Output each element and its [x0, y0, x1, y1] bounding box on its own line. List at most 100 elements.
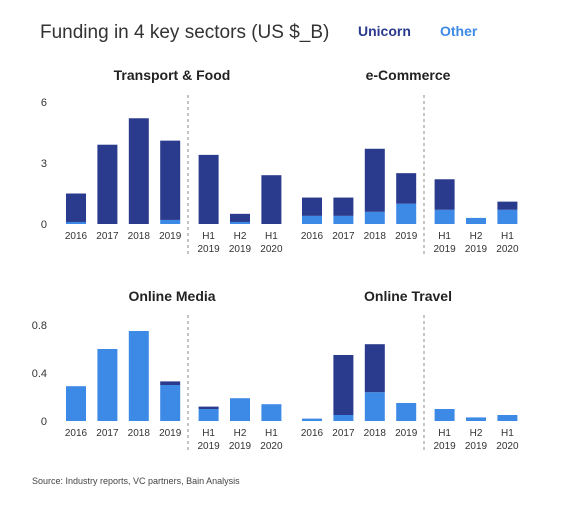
x-tick-label: 2019	[395, 428, 418, 439]
bar-other-5	[466, 217, 486, 224]
bar-other-3	[160, 385, 181, 421]
panel-title: Online Travel	[364, 288, 452, 304]
bar-other-4	[434, 209, 455, 224]
x-tick-label: 2017	[96, 231, 119, 242]
x-tick-label: 2019	[465, 441, 488, 452]
x-tick-label: 2017	[332, 428, 355, 439]
bar-unicorn-4	[198, 154, 219, 224]
x-tick-label: H2	[234, 231, 247, 242]
x-tick-label: H2	[470, 428, 483, 439]
bar-other-2	[364, 392, 385, 421]
x-tick-label: 2019	[229, 244, 252, 255]
panel-title: Online Media	[128, 288, 215, 304]
y-tick-label: 0.4	[32, 368, 47, 380]
x-tick-label: H1	[202, 428, 215, 439]
x-tick-label: H1	[501, 428, 514, 439]
x-tick-label: 2019	[433, 441, 456, 452]
bar-other-2	[364, 211, 385, 224]
bar-other-6	[261, 404, 282, 421]
x-tick-label: 2019	[159, 428, 182, 439]
bar-unicorn-2	[364, 344, 385, 393]
x-tick-label: 2019	[159, 231, 182, 242]
panel-online-media: Online Media 0 0.4 0.8 2016 2017 2018 2019 H1 201…	[32, 288, 283, 453]
bar-unicorn-4	[434, 179, 455, 210]
bar-other-3	[396, 203, 417, 224]
bar-other-0	[66, 221, 86, 224]
x-tick-label: H1	[501, 231, 514, 242]
bar-other-6	[497, 415, 518, 421]
y-tick-label: 0	[41, 416, 47, 428]
panel-online-travel: Online Travel 2016 2017 2018 2019 H1 2019 H2 201…	[301, 288, 519, 453]
bar-other-4	[198, 409, 219, 421]
bar-other-2	[128, 331, 149, 421]
bar-other-1	[333, 215, 354, 224]
chart-title: Funding in 4 key sectors (US $_B)	[40, 22, 329, 43]
panel-title: e-Commerce	[366, 67, 451, 83]
bar-unicorn-2	[364, 148, 385, 212]
panel-e-commerce: e-Commerce 2016 2017 2018 2019 H1 2019 H2 2019 H1…	[301, 67, 519, 256]
bar-unicorn-6	[261, 175, 282, 224]
x-tick-label: 2016	[65, 231, 88, 242]
bar-other-0	[66, 386, 86, 421]
bar-other-5	[230, 398, 250, 421]
panel-title: Transport & Food	[114, 67, 231, 83]
bar-unicorn-1	[97, 144, 118, 224]
bar-unicorn-6	[497, 201, 518, 210]
bar-unicorn-3	[160, 381, 181, 385]
x-tick-label: 2018	[128, 231, 151, 242]
bar-other-3	[396, 403, 417, 421]
x-tick-label: 2018	[364, 231, 387, 242]
bar-unicorn-0	[302, 197, 322, 216]
x-tick-label: H2	[234, 428, 247, 439]
x-tick-label: H1	[202, 231, 215, 242]
x-tick-label: H1	[438, 428, 451, 439]
x-tick-label: 2019	[395, 231, 418, 242]
bar-other-3	[160, 219, 181, 224]
bar-other-1	[333, 415, 354, 421]
x-tick-label: H1	[438, 231, 451, 242]
bar-unicorn-1	[333, 355, 354, 415]
x-tick-label: 2020	[496, 244, 519, 255]
bar-unicorn-5	[230, 213, 250, 222]
bar-other-0	[302, 418, 322, 421]
x-tick-label: 2020	[260, 244, 283, 255]
bar-other-0	[302, 215, 322, 224]
x-tick-label: 2019	[197, 244, 220, 255]
bar-unicorn-3	[160, 140, 181, 220]
y-tick-label: 0.8	[32, 320, 47, 332]
bar-other-4	[434, 409, 455, 421]
bar-other-5	[466, 417, 486, 421]
x-tick-label: 2019	[433, 244, 456, 255]
x-tick-label: 2018	[128, 428, 151, 439]
bar-other-1	[97, 349, 118, 421]
bar-unicorn-0	[66, 193, 86, 222]
x-tick-label: 2019	[229, 441, 252, 452]
y-tick-label: 6	[41, 97, 47, 109]
x-tick-label: 2020	[496, 441, 519, 452]
x-tick-label: 2016	[301, 231, 324, 242]
x-tick-label: 2016	[301, 428, 324, 439]
x-tick-label: 2019	[465, 244, 488, 255]
x-tick-label: 2017	[332, 231, 355, 242]
bar-other-6	[497, 209, 518, 224]
bar-unicorn-4	[198, 406, 219, 409]
x-tick-label: 2018	[364, 428, 387, 439]
x-tick-label: 2016	[65, 428, 88, 439]
bar-other-5	[230, 221, 250, 224]
y-tick-label: 0	[41, 219, 47, 231]
bar-unicorn-3	[396, 173, 417, 204]
bar-unicorn-2	[128, 118, 149, 224]
legend-unicorn: Unicorn	[358, 23, 411, 39]
x-tick-label: 2019	[197, 441, 220, 452]
x-tick-label: 2017	[96, 428, 119, 439]
legend-other: Other	[440, 23, 478, 39]
bar-unicorn-1	[333, 197, 354, 216]
x-tick-label: H1	[265, 428, 278, 439]
panel-transport-food: Transport & Food 0 3 6 2016 2017 2018 2019 H1 201…	[41, 67, 283, 256]
x-tick-label: 2020	[260, 441, 283, 452]
source-note: Source: Industry reports, VC partners, B…	[32, 476, 240, 486]
chart-panels: Transport & Food 0 3 6 2016 2017 2018 2019 H1 201…	[32, 67, 519, 453]
x-tick-label: H1	[265, 231, 278, 242]
y-tick-label: 3	[41, 158, 47, 170]
